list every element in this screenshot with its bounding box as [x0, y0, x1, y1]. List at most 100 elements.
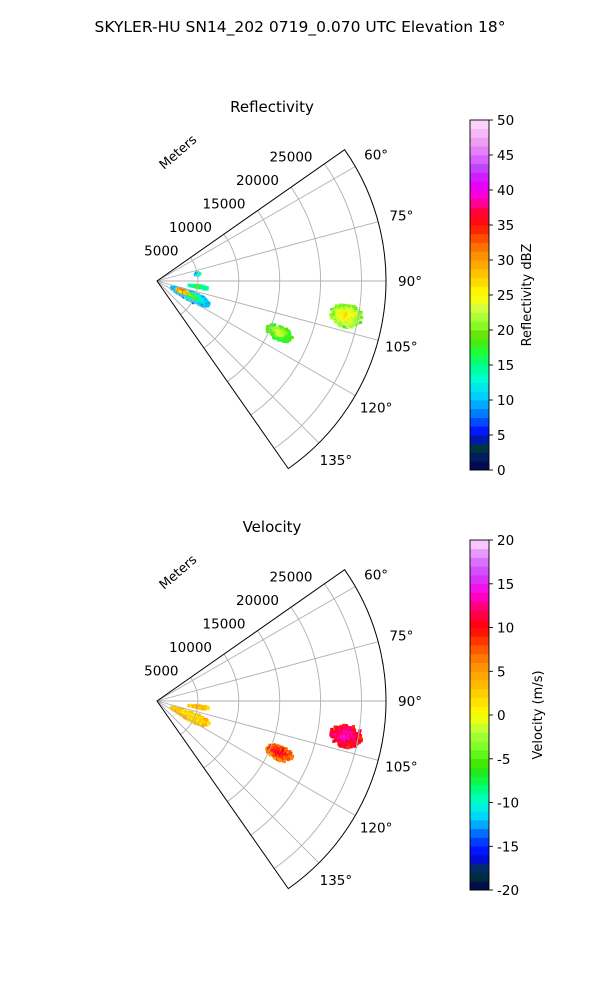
reflectivity-range-ring — [274, 163, 362, 449]
reflectivity-colorbar-tick-label: 15 — [497, 358, 514, 374]
reflectivity-colorbar-segment — [470, 373, 489, 383]
velocity-azimuth-spoke — [156, 700, 320, 864]
velocity-colorbar-segment — [470, 820, 489, 830]
reflectivity-range-ring — [250, 186, 321, 416]
reflectivity-grid — [156, 149, 387, 470]
reflectivity-colorbar-segment — [470, 251, 489, 261]
velocity-colorbar-segment — [470, 828, 489, 838]
velocity-colorbar-segment — [470, 548, 489, 558]
reflectivity-colorbar-segment — [470, 233, 489, 243]
reflectivity-colorbar-tick-label: 40 — [497, 183, 514, 199]
reflectivity-range-tick-label: 15000 — [203, 197, 246, 213]
velocity-colorbar-segment — [470, 627, 489, 637]
velocity-colorbar-segment — [470, 741, 489, 751]
reflectivity-azimuth-tick-label: 105° — [385, 340, 418, 356]
reflectivity-colorbar-segment — [470, 400, 489, 410]
reflectivity-colorbar-tick-label: 30 — [497, 253, 514, 269]
reflectivity-azimuth-spoke — [156, 280, 320, 444]
velocity-colorbar-segment — [470, 732, 489, 742]
velocity-colorbar-tick-label: 5 — [497, 664, 506, 680]
velocity-range-ring — [274, 583, 362, 869]
velocity-colorbar: -20 -15 -10 -5 0 5 10 15 20 — [469, 533, 519, 899]
reflectivity-echo-cell — [193, 271, 202, 277]
reflectivity-colorbar-segment — [470, 312, 489, 322]
velocity-colorbar-segment — [470, 575, 489, 585]
reflectivity-colorbar-segment — [470, 391, 489, 401]
velocity-colorbar-tick-label: 20 — [497, 533, 514, 549]
reflectivity-colorbar-segment — [470, 155, 489, 165]
reflectivity-range-ring — [203, 233, 240, 349]
velocity-colorbar-segment — [470, 776, 489, 786]
reflectivity-colorbar-tick-label: 35 — [497, 218, 514, 234]
velocity-colorbar-segment — [470, 785, 489, 795]
velocity-colorbar-segment — [470, 636, 489, 646]
velocity-colorbar-label: Velocity (m/s) — [531, 670, 546, 759]
velocity-echoes — [169, 703, 363, 763]
reflectivity-range-ring — [227, 210, 281, 382]
velocity-colorbar-tick-label: 0 — [497, 708, 506, 724]
velocity-colorbar-segment — [470, 653, 489, 663]
reflectivity-colorbar-segment — [470, 198, 489, 208]
reflectivity-colorbar-tick-label: 5 — [497, 428, 506, 444]
reflectivity-colorbar-segment — [470, 295, 489, 305]
reflectivity-azimuth-tick-label: 90° — [398, 274, 422, 290]
reflectivity-colorbar-segment — [470, 417, 489, 427]
reflectivity-colorbar-segment — [470, 268, 489, 278]
velocity-range-tick-label: 20000 — [236, 593, 279, 609]
reflectivity-colorbar-segment — [470, 216, 489, 226]
reflectivity-colorbar-tick-label: 25 — [497, 288, 514, 304]
reflectivity-azimuth-tick-label: 120° — [360, 401, 393, 417]
reflectivity-colorbar-segment — [470, 452, 489, 462]
velocity-azimuth-spoke — [156, 700, 356, 816]
velocity-panel: Velocity 5000 10000 15000 20000 25000 60° 75° 9… — [144, 518, 546, 899]
velocity-range-tick-label: 25000 — [270, 570, 313, 586]
velocity-colorbar-segment — [470, 855, 489, 865]
velocity-echo-cell — [329, 723, 363, 750]
velocity-azimuth-tick-label: 60° — [364, 568, 388, 584]
reflectivity-colorbar-segment — [470, 120, 489, 130]
reflectivity-colorbar-segment — [470, 303, 489, 313]
reflectivity-colorbar-segment — [470, 321, 489, 331]
reflectivity-echo-cell — [329, 303, 364, 329]
velocity-azimuth-spoke — [156, 586, 356, 702]
velocity-echo-cell — [187, 703, 211, 711]
reflectivity-colorbar-segment — [470, 242, 489, 252]
reflectivity-azimuth-tick-label: 60° — [364, 148, 388, 164]
reflectivity-colorbar-segment — [470, 365, 489, 375]
velocity-range-ring — [203, 653, 240, 769]
velocity-colorbar-segment — [470, 697, 489, 707]
velocity-range-tick-label: 10000 — [169, 640, 212, 656]
velocity-colorbar-segment — [470, 706, 489, 716]
reflectivity-colorbar-segment — [470, 137, 489, 147]
reflectivity-title: Reflectivity — [230, 98, 314, 116]
reflectivity-azimuth-tick-label: 135° — [320, 453, 353, 469]
velocity-colorbar-tick-label: -15 — [497, 839, 519, 855]
reflectivity-range-label: Meters — [157, 132, 201, 173]
velocity-colorbar-segment — [470, 566, 489, 576]
reflectivity-colorbar-tick-label: 20 — [497, 323, 514, 339]
velocity-echo-cell — [265, 743, 295, 763]
reflectivity-colorbar-segment — [470, 330, 489, 340]
velocity-colorbar-segment — [470, 758, 489, 768]
reflectivity-colorbar-segment — [470, 207, 489, 217]
velocity-colorbar-tick-label: 15 — [497, 577, 514, 593]
velocity-colorbar-segment — [470, 767, 489, 777]
reflectivity-colorbar-segment — [470, 181, 489, 191]
reflectivity-axis-labels: 5000 10000 15000 20000 25000 60° 75° 90° 105° 120… — [144, 148, 422, 469]
velocity-colorbar-segment — [470, 583, 489, 593]
velocity-colorbar-segment — [470, 837, 489, 847]
velocity-range-tick-label: 5000 — [144, 664, 178, 680]
reflectivity-azimuth-tick-label: 75° — [389, 209, 413, 225]
velocity-colorbar-segment — [470, 645, 489, 655]
reflectivity-colorbar-segment — [470, 356, 489, 366]
reflectivity-colorbar-segment — [470, 286, 489, 296]
velocity-colorbar-segment — [470, 881, 489, 891]
velocity-colorbar-tick-label: -20 — [497, 883, 519, 899]
reflectivity-colorbar-segment — [470, 260, 489, 270]
velocity-range-label: Meters — [157, 552, 201, 593]
velocity-azimuth-tick-label: 135° — [320, 873, 353, 889]
velocity-colorbar-segment — [470, 540, 489, 550]
velocity-colorbar-segment — [470, 872, 489, 882]
reflectivity-echo-cell — [265, 323, 294, 344]
